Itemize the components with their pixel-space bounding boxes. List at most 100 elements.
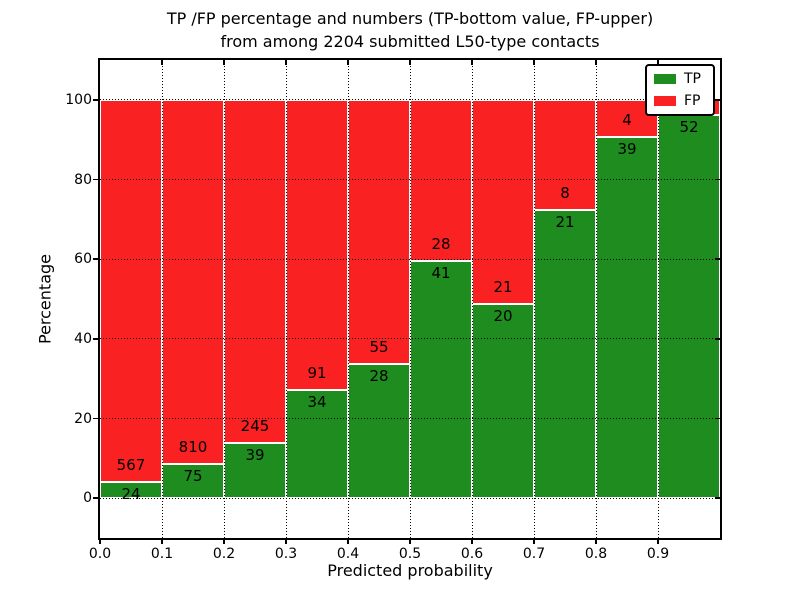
bar-segment-fp [348,99,410,364]
y-tick-label: 80 [74,171,92,188]
x-tick-top [347,60,349,65]
x-tick-label: 0.8 [584,546,608,562]
y-tick-label: 20 [74,410,92,427]
bar-segment-tp [472,303,534,499]
v-gridline [657,60,659,538]
bar-segment-tp [348,363,410,499]
bar-value-fp: 55 [369,337,389,356]
chart-title-line2: from among 2204 submitted L50-type conta… [220,32,600,51]
y-tick-label: 100 [65,91,92,108]
chart-title-line1: TP /FP percentage and numbers (TP-bottom… [166,9,654,28]
x-tick-label: 0.5 [398,546,422,562]
x-tick [161,539,163,544]
x-tick [285,539,287,544]
bar-segment-fp [100,99,162,482]
x-tick-label: 0.1 [150,546,174,562]
bar-segment-tp [410,261,472,499]
v-gridline [223,60,225,538]
x-tick-top [471,60,473,65]
x-tick-top [409,60,411,65]
bar-value-fp: 810 [178,438,208,457]
x-tick-label: 0.2 [212,546,236,562]
y-tick [93,338,98,340]
x-tick-top [285,60,287,65]
bar-value-fp: 245 [240,417,270,436]
bar-value-fp: 91 [307,363,327,382]
x-tick-label: 0.3 [274,546,298,562]
plot-area: 567 24 810 75 245 39 91 34 55 28 28 41 21 20 8 21 4 39 52 0… [65,58,722,562]
x-tick-label: 0.4 [336,546,360,562]
x-tick [533,539,535,544]
v-gridline [161,60,163,538]
v-gridline [347,60,349,538]
bar-segment-fp [410,99,472,262]
v-gridline [471,60,473,538]
bar-segment-tp [224,443,286,499]
x-tick [657,539,659,544]
bar-value-tp: 20 [493,306,513,325]
x-tick-label: 0.7 [522,546,546,562]
bar-value-tp: 24 [121,484,141,503]
bar-value-fp: 21 [493,277,513,296]
x-axis-label: Predicted probability [327,561,493,580]
bar-segment-fp [472,99,534,304]
bar-value-tp: 75 [183,467,203,486]
legend-item-fp: FP [654,94,706,108]
bar-value-tp: 39 [617,139,637,158]
x-tick [347,539,349,544]
legend-label-fp: FP [684,93,701,109]
bar-segment-tp [286,389,348,499]
v-gridline [533,60,535,538]
legend-label-tp: TP [684,71,701,87]
y-tick-right [715,178,720,181]
bar-value-tp: 41 [431,264,451,283]
y-tick-right [715,99,720,101]
x-tick [99,539,101,544]
x-tick-label: 0.0 [88,546,112,562]
y-tick [93,258,98,260]
y-tick [93,417,98,420]
bar-segment-fp [162,99,224,465]
v-gridline [285,60,287,538]
bar-value-tp: 34 [307,392,327,411]
bar-segment-fp [286,99,348,390]
y-tick-right [715,417,720,420]
x-tick-top [533,60,535,65]
bar-value-fp: 4 [622,110,632,129]
legend-item-tp: TP [654,72,706,86]
y-tick [93,99,98,101]
y-tick-label: 40 [74,330,92,347]
x-tick-label: 0.6 [460,546,484,562]
y-tick [93,497,98,499]
chart-title: TP /FP percentage and numbers (TP-bottom… [100,7,720,53]
y-tick-right [715,258,720,260]
y-tick-right [715,338,720,340]
x-tick-top [223,60,225,65]
y-tick-right [715,497,720,499]
x-tick-top [595,60,597,65]
legend: TP FP [645,64,715,116]
y-tick [93,178,98,181]
x-tick-top [161,60,163,65]
bar-value-tp: 39 [245,446,265,465]
x-tick [223,539,225,544]
y-tick-label: 0 [83,490,92,507]
bar-value-fp: 8 [560,183,570,202]
bar-value-tp: 21 [555,212,575,231]
bar-segment-tp [162,464,224,499]
bar-value-tp: 52 [679,117,699,136]
bar-segment-tp [596,136,658,499]
bar-segment-tp [658,114,720,499]
x-tick-top [657,60,659,65]
bar-value-fp: 567 [116,455,146,474]
bar-value-fp: 28 [431,235,451,254]
x-tick-label: 0.9 [646,546,670,562]
tp-swatch-icon [654,74,676,84]
bar-segment-fp [534,99,596,210]
fp-swatch-icon [654,96,676,106]
x-tick [595,539,597,544]
v-gridline [595,60,597,538]
x-tick [471,539,473,544]
x-tick [409,539,411,544]
